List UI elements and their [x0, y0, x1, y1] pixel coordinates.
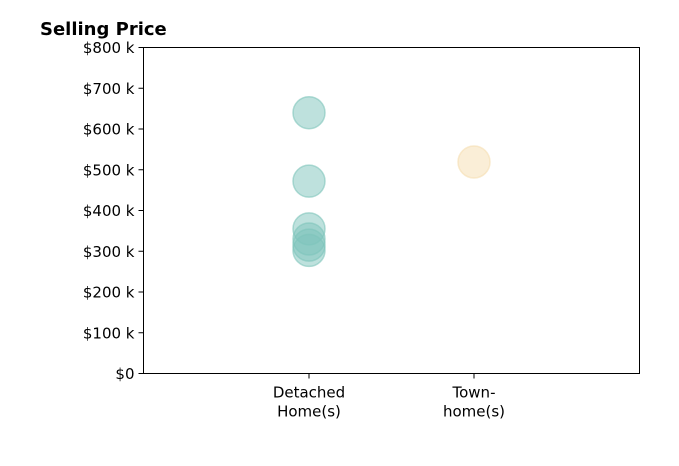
chart-title: Selling Price	[40, 19, 167, 40]
y-tick-label: $400 k	[83, 202, 135, 220]
x-tick-label: Town-home(s)	[443, 384, 505, 421]
data-point	[292, 164, 326, 198]
y-tick-label: $600 k	[83, 121, 135, 139]
x-axis: Detached Home(s) Town-home(s)	[273, 373, 505, 421]
data-point	[292, 95, 326, 130]
data-point	[292, 233, 326, 268]
data-points	[292, 95, 491, 268]
y-tick-label: $0	[115, 365, 134, 383]
y-tick-label: $700 k	[83, 80, 135, 98]
plot-area-frame	[143, 47, 640, 374]
y-tick-label: $500 k	[83, 161, 135, 179]
data-point	[457, 145, 491, 179]
x-tick-label: Detached Home(s)	[273, 384, 345, 421]
y-tick-label: $100 k	[83, 324, 135, 342]
y-axis: $0 $100 k $200 k $300 k $400 k $500 k $600 k $7…	[83, 39, 144, 383]
y-tick-label: $800 k	[83, 39, 135, 57]
y-tick-label: $200 k	[83, 284, 135, 302]
y-tick-label: $300 k	[83, 243, 135, 261]
